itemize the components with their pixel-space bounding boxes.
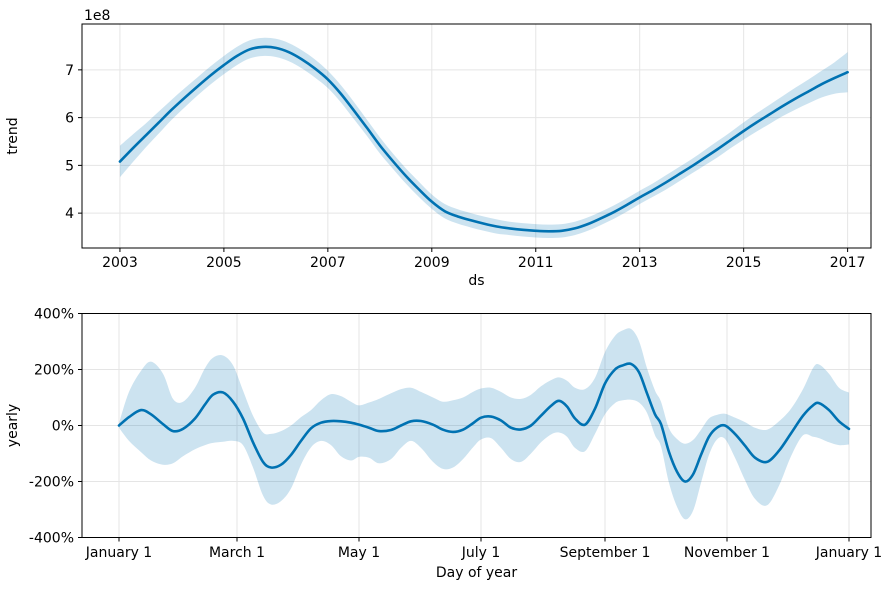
trend-x-tick-label: 2003 <box>102 255 138 271</box>
trend-subplot: 2003 2005 2007 2009 2011 2013 2015 2017 4 5 6 7 ds tr… <box>5 8 872 289</box>
trend-x-tick-label: 2009 <box>414 255 450 271</box>
yearly-y-tick-label: -200% <box>29 475 74 491</box>
trend-grid <box>82 24 871 248</box>
yearly-x-tick-label: March 1 <box>209 545 265 561</box>
trend-plot-border <box>81 23 872 249</box>
yearly-y-tick-label: 400% <box>34 307 74 323</box>
yearly-x-tick-label: July 1 <box>461 545 501 561</box>
trend-x-tick-label: 2007 <box>310 255 346 271</box>
trend-x-tick-label: 2011 <box>518 255 554 271</box>
trend-uncertainty-band <box>119 37 848 238</box>
yearly-y-tick-label: -400% <box>29 531 74 547</box>
trend-y-tick-label: 6 <box>65 111 74 127</box>
yearly-y-tick-label: 200% <box>34 363 74 379</box>
yearly-y-axis-label: yearly <box>5 404 21 447</box>
yearly-x-tick-label: November 1 <box>684 545 770 561</box>
yearly-x-tick-label: January 1 <box>815 545 882 561</box>
trend-x-tick-label: 2013 <box>622 255 658 271</box>
yearly-subplot: January 1 March 1 May 1 July 1 September 1 No… <box>5 307 882 582</box>
trend-y-tick-label: 4 <box>65 206 74 222</box>
trend-x-tick-label: 2015 <box>726 255 762 271</box>
trend-x-tick-label: 2017 <box>830 255 866 271</box>
yearly-y-tick-label: 0% <box>52 419 74 435</box>
trend-y-axis-label: trend <box>5 117 21 154</box>
yearly-x-tick-label: January 1 <box>85 545 152 561</box>
yearly-tick-marks <box>78 313 850 542</box>
trend-y-tick-label: 7 <box>65 63 74 79</box>
trend-axis-offset-label: 1e8 <box>84 8 110 24</box>
trend-tick-marks <box>78 69 849 252</box>
yearly-line <box>117 362 851 483</box>
yearly-x-tick-label: September 1 <box>560 545 651 561</box>
trend-x-axis-label: ds <box>468 273 484 289</box>
trend-y-tick-label: 5 <box>65 158 74 174</box>
yearly-x-tick-label: May 1 <box>338 545 380 561</box>
trend-line <box>118 45 849 233</box>
yearly-x-axis-label: Day of year <box>436 565 518 581</box>
trend-x-tick-label: 2005 <box>206 255 242 271</box>
yearly-uncertainty-band <box>119 328 849 520</box>
